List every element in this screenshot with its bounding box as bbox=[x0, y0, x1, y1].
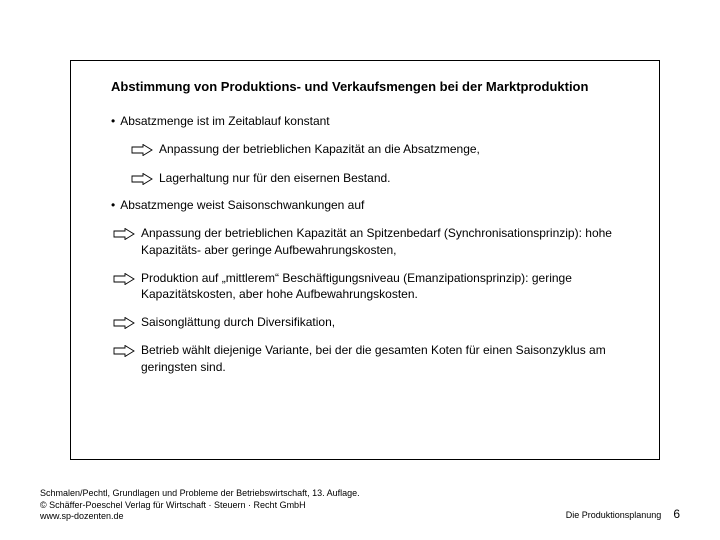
sub-item: Lagerhaltung nur für den eisernen Bestan… bbox=[131, 170, 631, 186]
sub-item: Produktion auf „mittlerem“ Beschäftigung… bbox=[113, 270, 631, 302]
right-outline-arrow-icon bbox=[113, 272, 135, 284]
footer-line: © Schäffer-Poeschel Verlag für Wirtschaf… bbox=[40, 500, 360, 511]
content-box: Abstimmung von Produktions- und Verkaufs… bbox=[70, 60, 660, 460]
sub-text: Produktion auf „mittlerem“ Beschäftigung… bbox=[141, 270, 631, 302]
sub-text: Betrieb wählt diejenige Variante, bei de… bbox=[141, 342, 631, 374]
sub-text: Saisonglättung durch Diversifikation, bbox=[141, 314, 335, 330]
bullet-item: • Absatzmenge weist Saisonschwankungen a… bbox=[111, 198, 631, 214]
sub-text: Anpassung der betrieblichen Kapazität an… bbox=[141, 225, 631, 257]
bullet-item: • Absatzmenge ist im Zeitablauf konstant bbox=[111, 114, 631, 130]
footer-chapter-label: Die Produktionsplanung bbox=[566, 510, 662, 521]
sub-item: Betrieb wählt diejenige Variante, bei de… bbox=[113, 342, 631, 374]
page-number: 6 bbox=[673, 507, 680, 522]
bullet-dot-icon: • bbox=[111, 114, 115, 130]
sub-item: Anpassung der betrieblichen Kapazität an… bbox=[131, 141, 631, 157]
sub-item: Saisonglättung durch Diversifikation, bbox=[113, 314, 631, 330]
bullet-dot-icon: • bbox=[111, 198, 115, 214]
bullet-text: Absatzmenge ist im Zeitablauf konstant bbox=[120, 114, 329, 130]
footer-line: www.sp-dozenten.de bbox=[40, 511, 360, 522]
footer-line: Schmalen/Pechtl, Grundlagen und Probleme… bbox=[40, 488, 360, 499]
footer-citation: Schmalen/Pechtl, Grundlagen und Probleme… bbox=[40, 488, 360, 522]
slide-footer: Schmalen/Pechtl, Grundlagen und Probleme… bbox=[40, 488, 680, 522]
slide: Abstimmung von Produktions- und Verkaufs… bbox=[0, 0, 720, 540]
sub-text: Lagerhaltung nur für den eisernen Bestan… bbox=[159, 170, 391, 186]
right-outline-arrow-icon bbox=[113, 344, 135, 356]
right-outline-arrow-icon bbox=[131, 143, 153, 155]
bullet-text: Absatzmenge weist Saisonschwankungen auf bbox=[120, 198, 364, 214]
footer-right: Die Produktionsplanung 6 bbox=[566, 507, 680, 522]
sub-item: Anpassung der betrieblichen Kapazität an… bbox=[113, 225, 631, 257]
slide-title: Abstimmung von Produktions- und Verkaufs… bbox=[111, 79, 631, 96]
right-outline-arrow-icon bbox=[113, 227, 135, 239]
right-outline-arrow-icon bbox=[113, 316, 135, 328]
sub-text: Anpassung der betrieblichen Kapazität an… bbox=[159, 141, 480, 157]
right-outline-arrow-icon bbox=[131, 172, 153, 184]
